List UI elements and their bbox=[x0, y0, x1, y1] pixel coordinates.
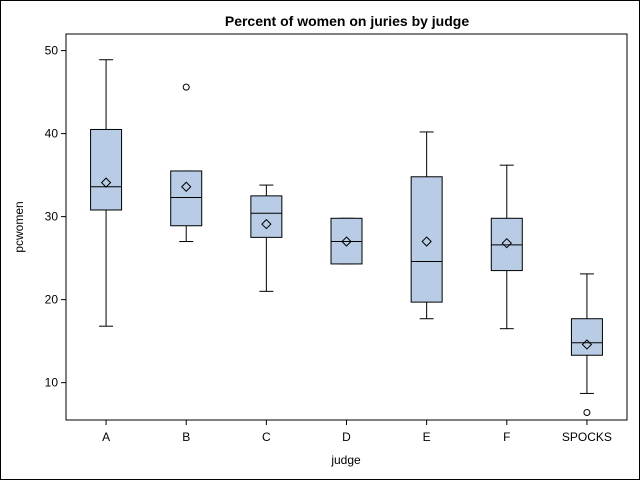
y-axis-label: pcwomen bbox=[12, 201, 26, 252]
mean-marker bbox=[581, 339, 593, 350]
y-tick-label: 20 bbox=[45, 293, 59, 307]
x-axis-label: judge bbox=[330, 453, 361, 467]
iqr-box bbox=[90, 128, 123, 211]
x-tick-label: F bbox=[503, 430, 510, 444]
y-axis: 10 20 30 40 50 bbox=[45, 44, 66, 390]
box-b bbox=[170, 83, 203, 243]
boxes-layer bbox=[90, 59, 603, 417]
box-d bbox=[330, 217, 363, 265]
iqr-box bbox=[250, 195, 283, 238]
mean-marker bbox=[181, 181, 192, 192]
x-tick-label: SPOCKS bbox=[562, 430, 612, 444]
outlier-point bbox=[182, 83, 190, 91]
x-tick-label: A bbox=[102, 430, 110, 444]
box-f bbox=[490, 164, 523, 330]
y-tick-label: 10 bbox=[45, 376, 59, 390]
mean-marker bbox=[421, 236, 432, 247]
box-e bbox=[410, 131, 443, 320]
mean-marker bbox=[261, 218, 272, 230]
box-spocks bbox=[570, 273, 603, 417]
x-tick-label: D bbox=[342, 430, 351, 444]
y-tick-label: 50 bbox=[45, 44, 59, 58]
box-a bbox=[90, 59, 123, 327]
box-c bbox=[250, 184, 283, 292]
iqr-box bbox=[410, 176, 443, 303]
x-tick-label: B bbox=[182, 430, 190, 444]
x-tick-label: C bbox=[262, 430, 271, 444]
mean-marker bbox=[501, 237, 512, 249]
y-tick-label: 30 bbox=[45, 210, 59, 224]
mean-marker bbox=[100, 177, 112, 188]
chart-title: Percent of women on juries by judge bbox=[225, 13, 469, 29]
outlier-point bbox=[583, 409, 591, 417]
x-axis: A B C D E F SPOCKS bbox=[102, 420, 612, 444]
y-tick-label: 40 bbox=[45, 127, 59, 141]
iqr-box bbox=[570, 318, 603, 356]
mean-marker bbox=[341, 236, 352, 247]
iqr-box bbox=[170, 170, 203, 227]
x-tick-label: E bbox=[423, 430, 431, 444]
